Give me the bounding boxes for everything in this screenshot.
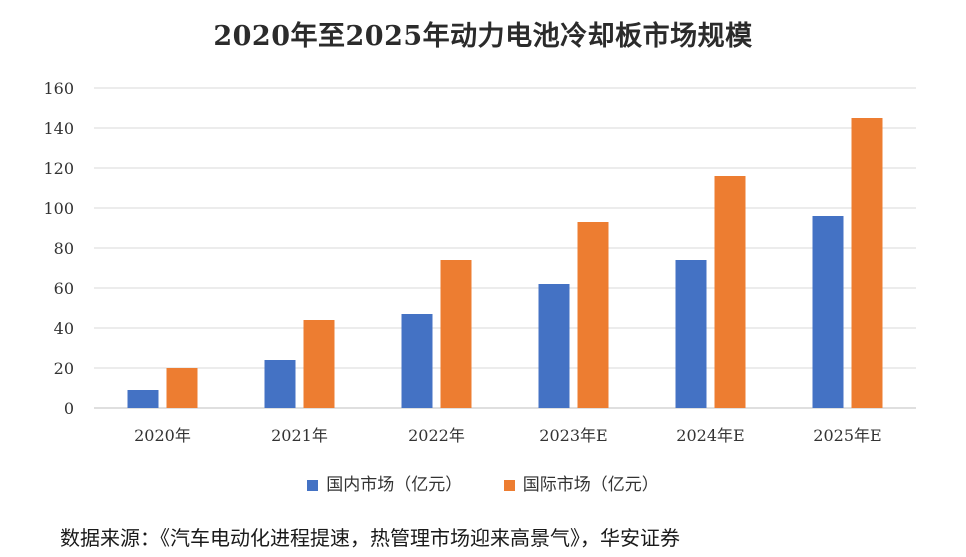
x-tick-label: 2024年E [676, 426, 744, 445]
bar-international [303, 320, 335, 408]
y-tick-label: 120 [43, 159, 74, 178]
legend-swatch-domestic [307, 480, 319, 491]
bar-domestic [401, 314, 433, 408]
bar-international [577, 222, 609, 408]
x-tick-label: 2020年 [134, 426, 191, 445]
legend: 国内市场（亿元） 国际市场（亿元） [0, 470, 966, 495]
y-tick-label: 60 [54, 279, 74, 298]
legend-label-domestic: 国内市场（亿元） [326, 475, 463, 495]
x-tick-label: 2022年 [408, 426, 465, 445]
x-tick-label: 2023年E [539, 426, 607, 445]
gridlines [94, 87, 916, 409]
y-axis-tick-labels: 0 20 40 60 80 100 120 140 160 [43, 79, 74, 418]
y-tick-label: 160 [43, 79, 74, 98]
y-tick-label: 140 [43, 119, 74, 138]
y-tick-label: 0 [64, 399, 74, 418]
bar-international [166, 368, 198, 408]
bar-domestic [127, 390, 159, 408]
y-tick-label: 80 [54, 239, 74, 258]
bar-international [851, 118, 883, 408]
bar-domestic [538, 284, 570, 408]
bar-domestic [264, 360, 296, 408]
y-tick-label: 100 [43, 199, 74, 218]
bar-international [714, 176, 746, 408]
x-tick-label: 2021年 [271, 426, 328, 445]
legend-swatch-international [503, 480, 515, 491]
legend-item-international: 国际市场（亿元） [503, 470, 659, 495]
y-tick-label: 40 [54, 319, 74, 338]
legend-item-domestic: 国内市场（亿元） [307, 470, 462, 495]
legend-label-international: 国际市场（亿元） [522, 475, 659, 495]
bar-international [440, 260, 472, 408]
y-tick-label: 20 [54, 359, 74, 378]
chart-title: 2020年至2025年动力电池冷却板市场规模 [213, 21, 753, 52]
bar-domestic [812, 216, 844, 408]
source-note: 数据来源：《汽车电动化进程提速，热管理市场迎来高景气》，华安证券 [60, 526, 680, 550]
bar-domestic [675, 260, 707, 408]
x-tick-label: 2025年E [813, 426, 881, 445]
x-axis-tick-labels: 2020年 2021年 2022年 2023年E 2024年E 2025年E [134, 426, 882, 445]
bars [127, 118, 883, 408]
